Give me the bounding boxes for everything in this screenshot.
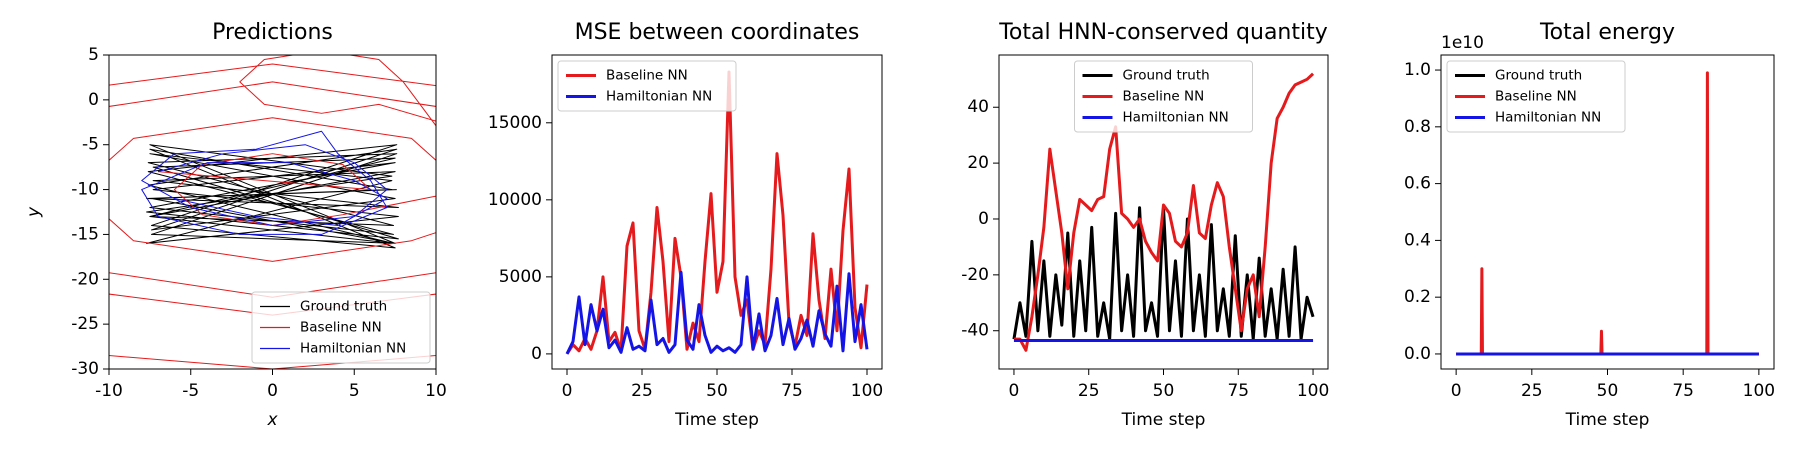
- y-tick-label: -25: [71, 314, 99, 334]
- y-tick-label: 10000: [488, 190, 542, 210]
- legend-box: [1446, 60, 1626, 133]
- legend-box: [1074, 60, 1253, 133]
- subplot: Predictions x y -10 -5 0 5 10 -30 -25 -20 -15 -10 -5 0…: [24, 20, 447, 430]
- y-tick-label: -20: [961, 265, 989, 285]
- y-tick-label: 0.4: [1404, 230, 1431, 250]
- subplot-title: Total HNN-conserved quantity: [998, 20, 1328, 45]
- y-tick-label: 0.0: [1404, 344, 1431, 364]
- x-tick-label: -10: [95, 381, 123, 401]
- legend-label: Baseline NN: [300, 320, 382, 336]
- x-tick-label: 50: [1597, 381, 1619, 401]
- x-tick-label: 50: [706, 381, 728, 401]
- plot-area: [1012, 72, 1315, 352]
- series-line: [146, 144, 399, 249]
- subplot: Total HNN-conserved quantity Time step 0 25…: [961, 20, 1329, 430]
- plot-area: [1456, 71, 1759, 356]
- y-tick-label: 1.0: [1404, 60, 1431, 80]
- x-tick-label: 10: [425, 381, 447, 401]
- x-tick-label: 5: [349, 381, 360, 401]
- y-tick-label: 5: [88, 45, 99, 65]
- legend-label: Hamiltonian NN: [1123, 110, 1229, 126]
- y-tick-label: 0: [88, 90, 99, 110]
- subplot-title: MSE between coordinates: [575, 20, 860, 45]
- y-tick-label: -15: [71, 224, 99, 244]
- x-tick-label: 25: [1521, 381, 1543, 401]
- legend: Baseline NN Hamiltonian NN: [557, 60, 737, 112]
- legend-label: Hamiltonian NN: [300, 341, 406, 357]
- x-tick-label: 0: [1009, 381, 1020, 401]
- y-tick-label: 5000: [499, 267, 542, 287]
- legend-box: [251, 291, 431, 364]
- y-tick-label: 0: [978, 209, 989, 229]
- legend-label: Hamiltonian NN: [606, 89, 712, 105]
- series-line: [1456, 71, 1759, 356]
- x-axis-label: Time step: [1565, 410, 1650, 430]
- subplot-title: Predictions: [212, 20, 333, 45]
- legend-label: Hamiltonian NN: [1495, 110, 1601, 126]
- series-line: [141, 130, 388, 235]
- legend: Ground truth Baseline NN Hamiltonian NN: [1446, 60, 1626, 133]
- axes-frame: [108, 54, 437, 370]
- x-tick-label: 0: [562, 381, 573, 401]
- legend: Ground truth Baseline NN Hamiltonian NN: [1074, 60, 1253, 133]
- x-tick-label: 75: [1672, 381, 1694, 401]
- x-tick-label: 75: [781, 381, 803, 401]
- y-tick-label: 0.6: [1404, 174, 1431, 194]
- x-tick-label: 0: [267, 381, 278, 401]
- legend-label: Ground truth: [300, 299, 387, 315]
- x-tick-label: 50: [1153, 381, 1175, 401]
- legend-label: Ground truth: [1123, 68, 1210, 84]
- y-axis-label: y: [24, 206, 44, 218]
- axes-frame: [1440, 54, 1775, 370]
- series-line: [565, 70, 869, 355]
- subplot: Total energy Time step 1e10 0 25 50 75 100 0.0 0.…: [1404, 20, 1775, 430]
- y-tick-label: 0.8: [1404, 117, 1431, 137]
- x-tick-label: 25: [631, 381, 653, 401]
- x-tick-label: -5: [182, 381, 199, 401]
- series-line: [109, 55, 436, 369]
- axes-frame: [551, 54, 883, 370]
- legend-label: Baseline NN: [1495, 89, 1577, 105]
- y-tick-label: -5: [82, 135, 99, 155]
- x-tick-label: 0: [1451, 381, 1462, 401]
- x-axis-label: Time step: [674, 410, 759, 430]
- legend-label: Baseline NN: [1123, 89, 1205, 105]
- x-tick-label: 100: [1743, 381, 1775, 401]
- subplot: MSE between coordinates Time step 0 25 50 75 1…: [488, 20, 883, 430]
- subplot-title: Total energy: [1539, 20, 1675, 45]
- legend: Ground truth Baseline NN Hamiltonian NN: [251, 291, 431, 364]
- x-axis-label: x: [266, 410, 278, 430]
- y-tick-label: 15000: [488, 113, 542, 133]
- y-tick-label: 20: [967, 153, 989, 173]
- legend-label: Ground truth: [1495, 68, 1582, 84]
- legend-box: [557, 60, 737, 112]
- legend-label: Baseline NN: [606, 68, 688, 84]
- plot-area: [565, 70, 869, 355]
- x-tick-label: 25: [1078, 381, 1100, 401]
- y-tick-label: 0.2: [1404, 287, 1431, 307]
- y-tick-label: -40: [961, 321, 989, 341]
- y-tick-label: 0: [531, 344, 542, 364]
- x-tick-label: 100: [1297, 381, 1329, 401]
- y-tick-label: -30: [71, 359, 99, 379]
- x-tick-label: 75: [1227, 381, 1249, 401]
- axes-frame: [998, 54, 1329, 370]
- y-tick-label: -10: [71, 180, 99, 200]
- x-tick-label: 100: [851, 381, 883, 401]
- series-line: [565, 270, 869, 355]
- x-axis-label: Time step: [1121, 410, 1206, 430]
- plot-area: [109, 55, 436, 369]
- y-tick-label: 40: [967, 97, 989, 117]
- y-offset-label: 1e10: [1441, 33, 1484, 53]
- series-line: [1013, 72, 1315, 352]
- series-line: [1012, 206, 1315, 341]
- y-tick-label: -20: [71, 269, 99, 289]
